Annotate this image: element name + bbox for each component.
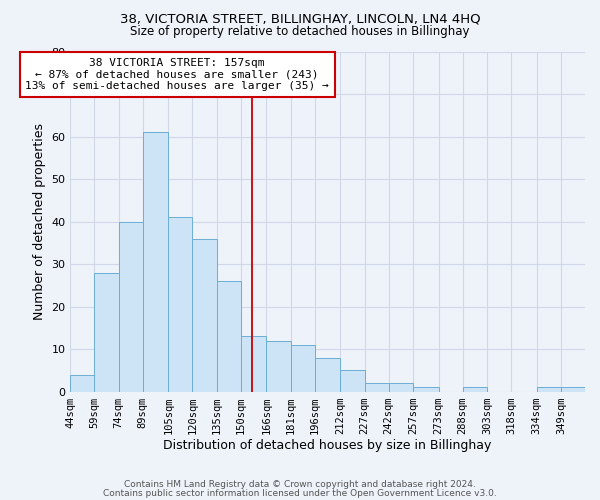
- Text: Contains public sector information licensed under the Open Government Licence v3: Contains public sector information licen…: [103, 489, 497, 498]
- Bar: [169, 218, 193, 392]
- Bar: [290, 345, 315, 392]
- Text: Contains HM Land Registry data © Crown copyright and database right 2024.: Contains HM Land Registry data © Crown c…: [124, 480, 476, 489]
- Bar: [70, 374, 94, 392]
- X-axis label: Distribution of detached houses by size in Billinghay: Distribution of detached houses by size …: [163, 440, 492, 452]
- Bar: [241, 336, 266, 392]
- Bar: [217, 281, 241, 392]
- Text: Size of property relative to detached houses in Billinghay: Size of property relative to detached ho…: [130, 25, 470, 38]
- Bar: [143, 132, 169, 392]
- Bar: [340, 370, 365, 392]
- Bar: [463, 388, 487, 392]
- Bar: [537, 388, 561, 392]
- Bar: [119, 222, 143, 392]
- Bar: [266, 340, 290, 392]
- Bar: [94, 272, 119, 392]
- Bar: [365, 383, 389, 392]
- Bar: [561, 388, 585, 392]
- Bar: [389, 383, 413, 392]
- Bar: [193, 238, 217, 392]
- Bar: [315, 358, 340, 392]
- Bar: [413, 388, 439, 392]
- Text: 38 VICTORIA STREET: 157sqm
← 87% of detached houses are smaller (243)
13% of sem: 38 VICTORIA STREET: 157sqm ← 87% of deta…: [25, 58, 329, 91]
- Y-axis label: Number of detached properties: Number of detached properties: [33, 123, 46, 320]
- Text: 38, VICTORIA STREET, BILLINGHAY, LINCOLN, LN4 4HQ: 38, VICTORIA STREET, BILLINGHAY, LINCOLN…: [119, 12, 481, 26]
